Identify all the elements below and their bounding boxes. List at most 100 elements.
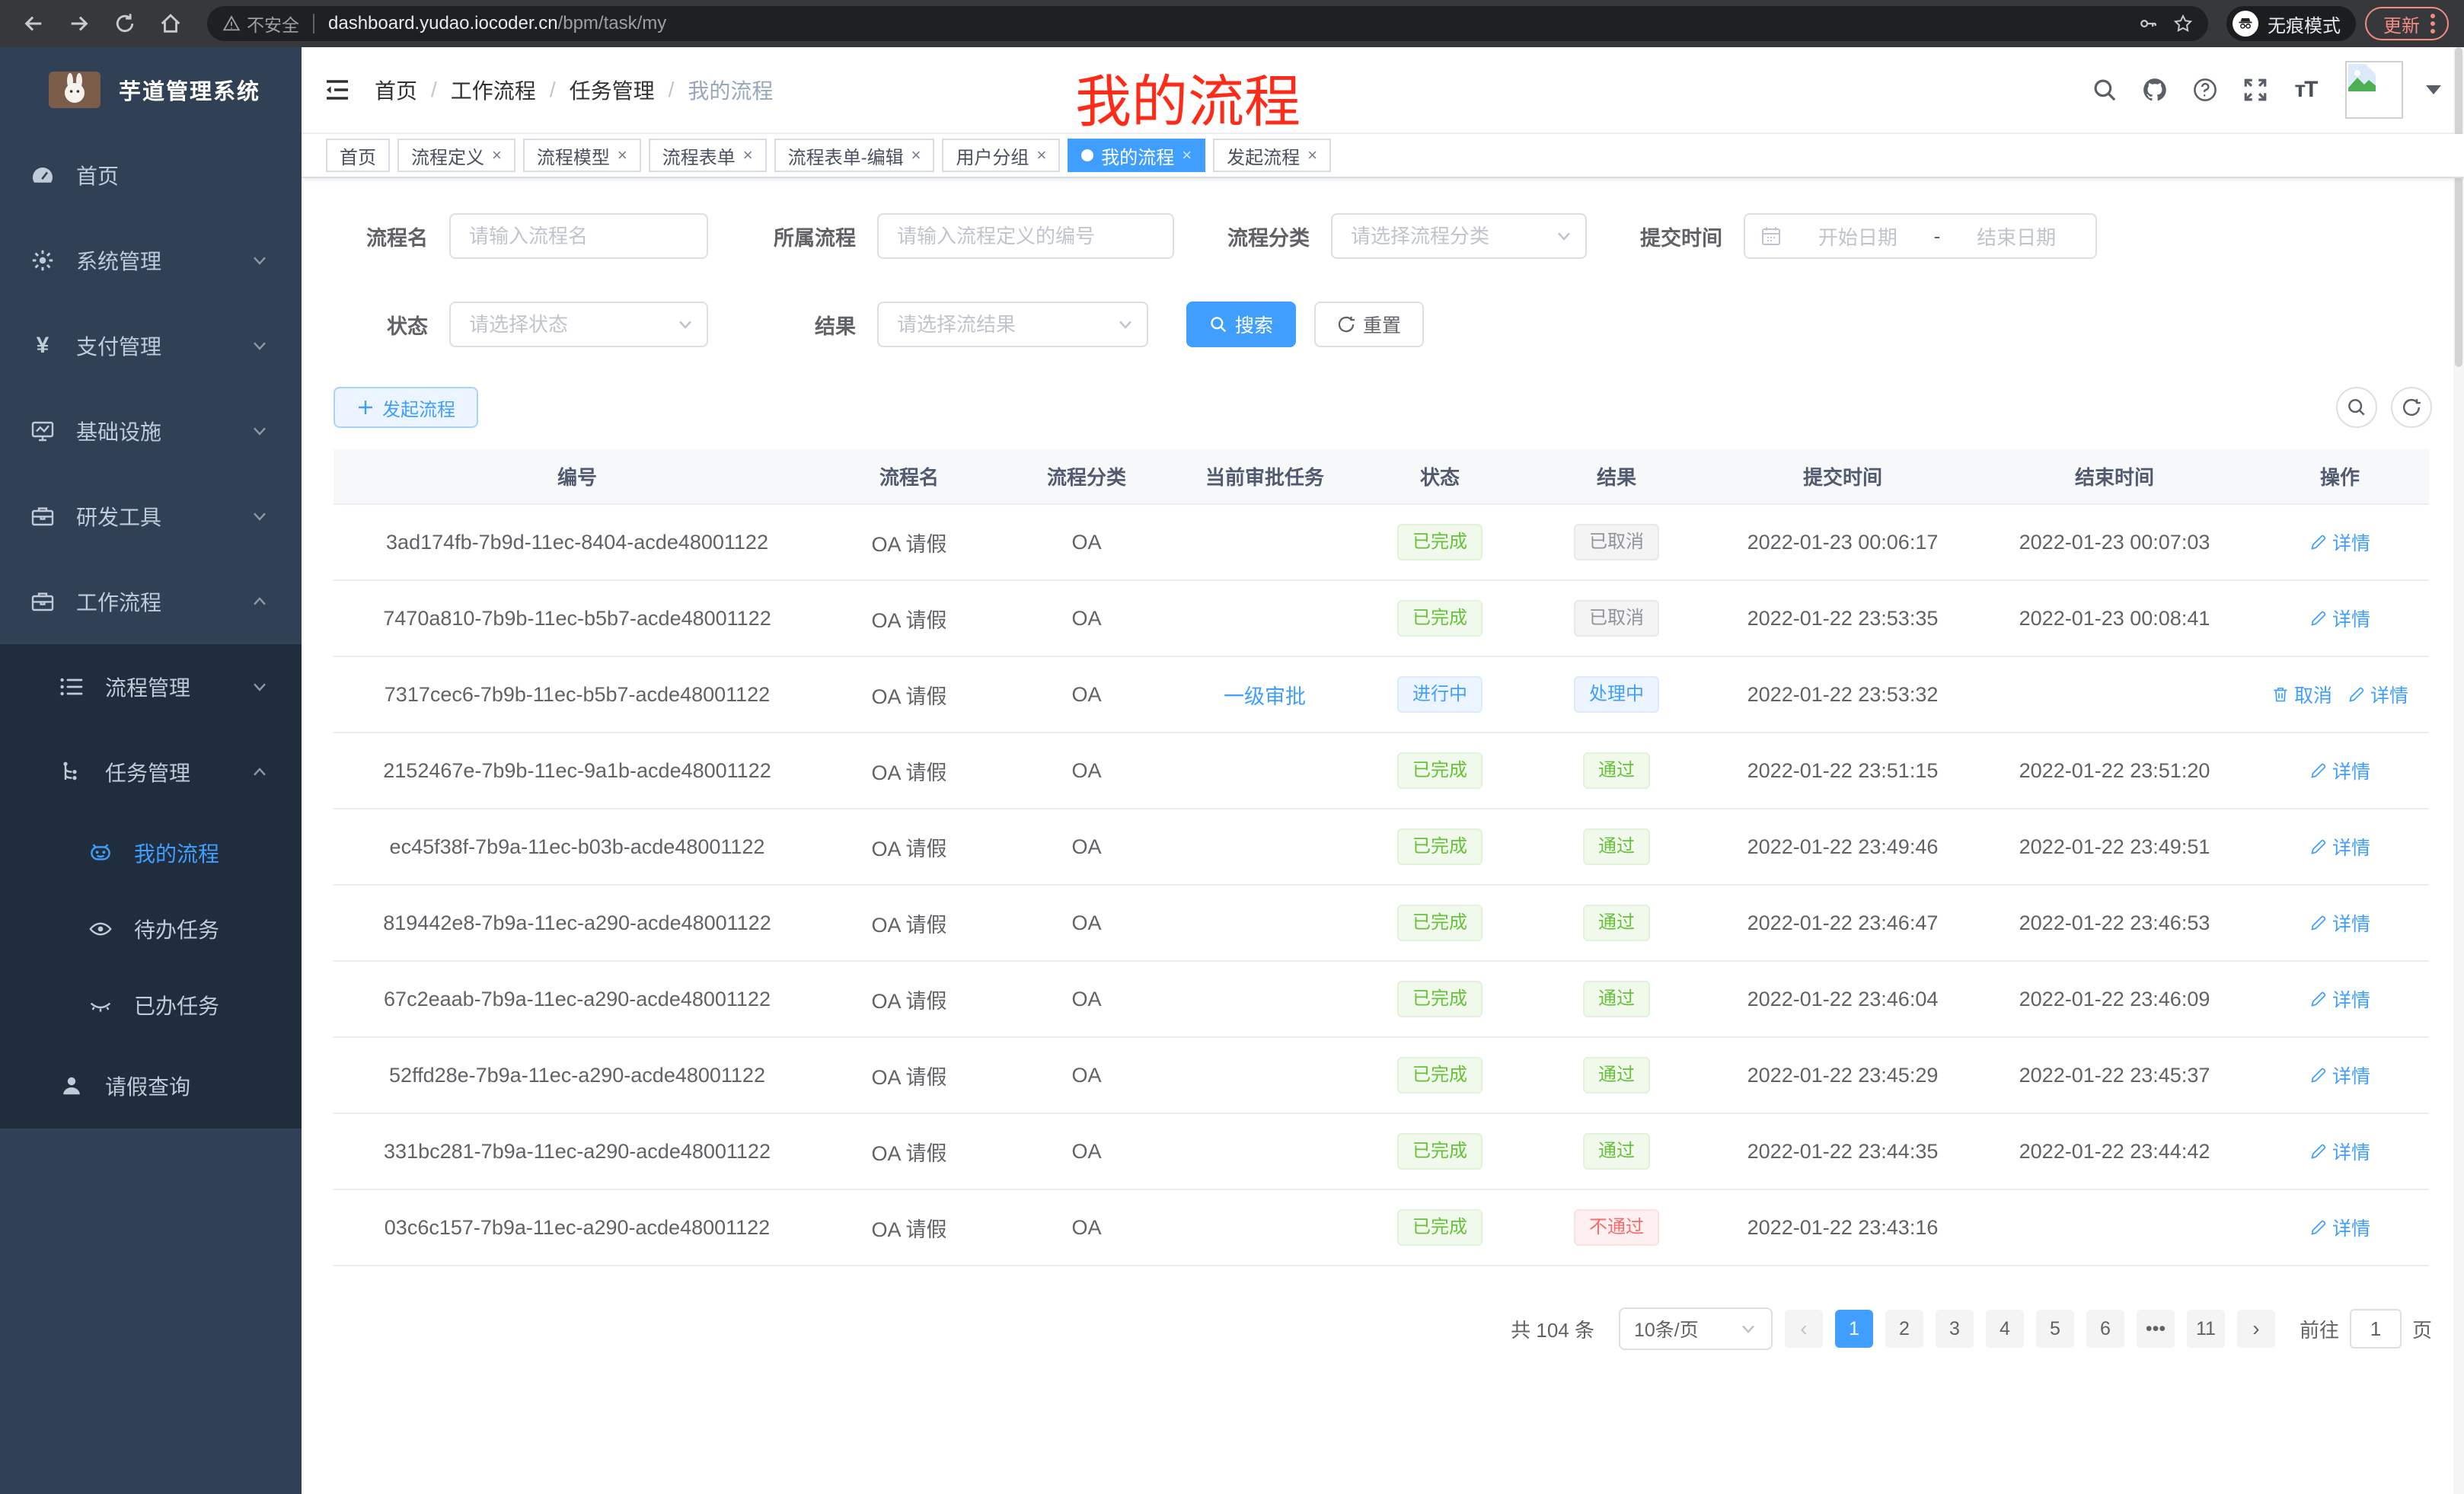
sidebar-item-leave-query[interactable]: 请假查询 — [0, 1043, 302, 1128]
tab-process-model[interactable]: 流程模型 × — [522, 139, 641, 172]
action-detail-link[interactable]: 详情 — [2309, 1138, 2370, 1165]
pager-page-3[interactable]: 3 — [1935, 1310, 1974, 1348]
sidebar-item-system-management[interactable]: 系统管理 — [0, 218, 302, 303]
pager-page-4[interactable]: 4 — [1985, 1310, 2024, 1348]
browser-update-button[interactable]: 更新 — [2365, 7, 2449, 40]
password-key-icon[interactable] — [2138, 14, 2158, 34]
action-detail-link[interactable]: 详情 — [2309, 528, 2370, 556]
pager-prev-button[interactable]: ‹ — [1784, 1310, 1823, 1348]
tab-start-process[interactable]: 发起流程 × — [1213, 139, 1332, 172]
cell-process-id: 819442e8-7b9a-11ec-a290-acde48001122 — [334, 885, 821, 962]
fullscreen-icon[interactable] — [2240, 75, 2271, 105]
security-label: 不安全 — [247, 15, 299, 35]
tab-process-form-edit[interactable]: 流程表单-编辑 × — [774, 139, 935, 172]
end-date-placeholder[interactable]: 结束日期 — [1977, 225, 2057, 249]
browser-reload-icon[interactable] — [107, 5, 143, 42]
browser-menu-icon[interactable] — [2430, 14, 2435, 34]
action-detail-link[interactable]: 详情 — [2309, 909, 2370, 937]
sidebar-item-infrastructure[interactable]: 基础设施 — [0, 388, 302, 474]
browser-back-icon[interactable] — [15, 5, 52, 42]
pager-next-button[interactable]: › — [2236, 1310, 2275, 1348]
sidebar-item-todo-tasks[interactable]: 待办任务 — [0, 891, 302, 967]
close-icon[interactable]: × — [1307, 145, 1318, 164]
scrollbar-thumb[interactable] — [2455, 47, 2462, 367]
window-scrollbar[interactable] — [2453, 47, 2464, 1494]
sidebar-item-label: 我的流程 — [134, 842, 220, 866]
tab-home[interactable]: 首页 — [326, 139, 390, 172]
create-process-button[interactable]: 发起流程 — [334, 387, 478, 428]
chevron-down-icon — [251, 423, 268, 439]
help-icon[interactable] — [2190, 75, 2220, 105]
cell-submit-time: 2022-01-22 23:53:32 — [1707, 656, 1978, 733]
start-date-placeholder[interactable]: 开始日期 — [1818, 225, 1897, 249]
sidebar-item-done-tasks[interactable]: 已办任务 — [0, 967, 302, 1043]
app-logo-row[interactable]: 芋道管理系统 — [0, 47, 302, 132]
close-icon[interactable]: × — [1182, 145, 1192, 164]
close-icon[interactable]: × — [1036, 145, 1047, 164]
sidebar-item-dev-tools[interactable]: 研发工具 — [0, 474, 302, 559]
breadcrumb-home[interactable]: 首页 — [375, 79, 418, 103]
action-detail-link[interactable]: 详情 — [2309, 757, 2370, 784]
show-search-toggle-button[interactable] — [2336, 387, 2377, 428]
url-domain: dashboard.yudao.iocoder.cn — [328, 13, 558, 34]
close-icon[interactable]: × — [492, 145, 502, 164]
refresh-table-button[interactable] — [2391, 387, 2432, 428]
not-secure-warning-icon[interactable]: 不安全 — [222, 11, 299, 37]
sidebar-item-process-management[interactable]: 流程管理 — [0, 644, 302, 729]
bookmark-star-icon[interactable] — [2173, 14, 2193, 34]
action-detail-link[interactable]: 详情 — [2309, 1214, 2370, 1241]
search-button[interactable]: 搜索 — [1186, 302, 1297, 347]
github-icon[interactable] — [2140, 75, 2170, 105]
sidebar-item-payment-management[interactable]: ¥ 支付管理 — [0, 303, 302, 388]
process-definition-input[interactable] — [877, 213, 1174, 259]
pager-page-1[interactable]: 1 — [1834, 1310, 1873, 1348]
search-icon[interactable] — [2089, 75, 2120, 105]
cell-submit-time: 2022-01-22 23:51:15 — [1707, 733, 1978, 809]
tab-process-definition[interactable]: 流程定义 × — [397, 139, 515, 172]
address-bar[interactable]: 不安全 dashboard.yudao.iocoder.cn /bpm/task… — [207, 6, 2208, 41]
action-cancel-link[interactable]: 取消 — [2271, 681, 2332, 708]
user-avatar[interactable] — [2345, 61, 2403, 119]
sidebar-item-workflow[interactable]: 工作流程 — [0, 559, 302, 644]
pager-page-5[interactable]: 5 — [2035, 1310, 2074, 1348]
current-task-link[interactable]: 一级审批 — [1224, 685, 1306, 708]
tab-user-group[interactable]: 用户分组 × — [942, 139, 1061, 172]
hamburger-icon[interactable] — [324, 77, 350, 103]
browser-forward-icon[interactable] — [61, 5, 97, 42]
category-select[interactable] — [1331, 213, 1587, 259]
breadcrumb-workflow[interactable]: 工作流程 — [450, 79, 536, 103]
close-icon[interactable]: × — [742, 145, 753, 164]
column-header: 结束时间 — [1978, 449, 2251, 504]
browser-home-icon[interactable] — [152, 5, 189, 42]
action-detail-link[interactable]: 详情 — [2309, 605, 2370, 632]
tab-my-process[interactable]: 我的流程 × — [1068, 139, 1206, 172]
chevron-down-icon — [251, 337, 268, 354]
action-detail-link[interactable]: 详情 — [2309, 833, 2370, 860]
close-icon[interactable]: × — [617, 145, 627, 164]
status-badge: 已完成 — [1397, 1209, 1483, 1246]
close-icon[interactable]: × — [911, 145, 921, 164]
pager-page-2[interactable]: 2 — [1885, 1310, 1923, 1348]
goto-label: 前往 — [2299, 1318, 2339, 1342]
avatar-caret-down-icon[interactable] — [2426, 85, 2441, 94]
process-name-input[interactable] — [449, 213, 708, 259]
sidebar-item-my-process[interactable]: 我的流程 — [0, 815, 302, 891]
action-detail-link[interactable]: 详情 — [2309, 1061, 2370, 1089]
action-detail-link[interactable]: 详情 — [2309, 985, 2370, 1013]
goto-page-input[interactable] — [2349, 1309, 2402, 1349]
pager-page-6[interactable]: 6 — [2086, 1310, 2124, 1348]
result-select[interactable] — [877, 302, 1148, 347]
breadcrumb-task-management[interactable]: 任务管理 — [569, 79, 655, 103]
sidebar-item-task-management[interactable]: 任务管理 — [0, 729, 302, 815]
reset-button[interactable]: 重置 — [1314, 302, 1425, 347]
status-select[interactable] — [449, 302, 708, 347]
action-detail-link[interactable]: 详情 — [2348, 681, 2408, 708]
sidebar-item-home[interactable]: 首页 — [0, 132, 302, 218]
tab-process-form[interactable]: 流程表单 × — [648, 139, 767, 172]
font-size-icon[interactable]: ᴛT — [2294, 77, 2318, 102]
pager-ellipsis[interactable]: ••• — [2136, 1310, 2175, 1348]
submit-time-daterange[interactable]: 开始日期 - 结束日期 — [1744, 213, 2097, 259]
cell-process-id: 03c6c157-7b9a-11ec-a290-acde48001122 — [334, 1189, 821, 1266]
page-size-select[interactable]: 10条/页 — [1618, 1307, 1773, 1350]
pager-page-11[interactable]: 11 — [2186, 1310, 2225, 1348]
